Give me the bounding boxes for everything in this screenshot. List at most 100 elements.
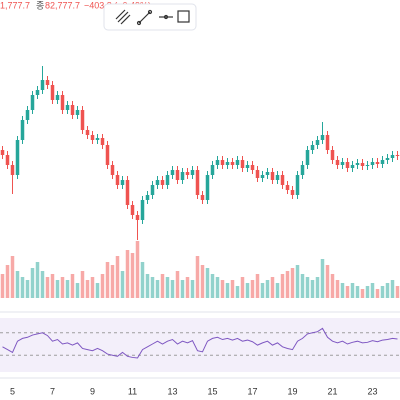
candle-body (50, 85, 55, 100)
candle-body (95, 138, 100, 140)
x-tick-label: 5 (10, 386, 15, 396)
tool-channel[interactable] (115, 9, 131, 25)
candle-body (110, 165, 115, 175)
candle-body (135, 215, 140, 220)
x-tick-label: 13 (167, 386, 177, 396)
x-tick-label: 19 (287, 386, 297, 396)
candle-body (205, 175, 210, 200)
tool-point (163, 14, 169, 20)
volume-bar (90, 277, 95, 298)
candle-body (380, 160, 385, 164)
candle-body (120, 180, 125, 185)
candle-body (340, 162, 345, 165)
candle-body (160, 180, 165, 185)
toolbar-box (103, 3, 197, 31)
volume-bar (260, 283, 265, 298)
candle-body (255, 170, 260, 178)
volume-bar (175, 271, 180, 298)
volume-bar (305, 277, 310, 298)
candle-body (190, 170, 195, 175)
candle-body (85, 130, 90, 135)
candle-body (285, 185, 290, 190)
tool-point (147, 9, 153, 15)
volume-bar (85, 280, 90, 298)
candle-body (375, 162, 380, 164)
candle-body (80, 110, 85, 130)
x-tick-label: 11 (128, 386, 137, 396)
candle-body (265, 172, 270, 175)
candle-body (360, 163, 365, 166)
volume-bar (0, 274, 5, 298)
candle-body (395, 155, 400, 156)
volume-bar (70, 274, 75, 298)
candle-body (55, 95, 60, 100)
volume-bar (115, 256, 120, 298)
indicator-line (2, 327, 398, 359)
volume-bar (170, 280, 175, 298)
candle-body (115, 175, 120, 185)
candle-body (235, 160, 240, 165)
tool-rectangle[interactable] (177, 10, 190, 23)
candle-body (240, 160, 245, 168)
volume-bar (285, 271, 290, 298)
volume-bar (125, 250, 130, 298)
volume-bar (290, 268, 295, 298)
candle-body (245, 165, 250, 168)
volume-bar (310, 280, 315, 298)
candle-body (365, 165, 370, 166)
candle-body (185, 172, 190, 175)
candle-body (70, 105, 75, 115)
volume-bar (180, 280, 185, 298)
volume-bar (135, 241, 140, 298)
volume-bar (5, 265, 10, 298)
volume-bar (335, 280, 340, 298)
candle-body (60, 95, 65, 110)
volume-bar (355, 286, 360, 298)
volume-bar (190, 280, 195, 298)
candle-body (390, 155, 395, 158)
candle-body (200, 195, 205, 200)
volume-bar (275, 283, 280, 298)
tool-trendline[interactable] (138, 11, 151, 24)
volume-bar (395, 286, 400, 298)
volume-bar (325, 265, 330, 298)
candle-body (195, 170, 200, 195)
indicator-background (0, 318, 400, 372)
volume-bar (45, 277, 50, 298)
candle-body (150, 185, 155, 195)
volume-bar (145, 274, 150, 298)
volume-bar (20, 277, 25, 298)
candle-body (45, 80, 50, 85)
candle-body (290, 190, 295, 195)
x-tick-label: 9 (90, 386, 95, 396)
volume-bar (385, 283, 390, 298)
header-value: 1,777.7 (0, 0, 30, 10)
volume-bar (230, 280, 235, 298)
volume-bar (130, 253, 135, 298)
candle-body (310, 145, 315, 150)
volume-bar (240, 277, 245, 298)
volume-bar (110, 265, 115, 298)
candle-body (225, 162, 230, 165)
volume-bar (160, 274, 165, 298)
volume-bar (315, 277, 320, 298)
volume-bar (300, 274, 305, 298)
candle-body (170, 170, 175, 175)
tool-point (136, 20, 142, 26)
volume-bar (210, 274, 215, 298)
volume-bar (195, 256, 200, 298)
volume-bar (100, 274, 105, 298)
volume-bar (345, 286, 350, 298)
volume-bar (95, 283, 100, 298)
candle-body (345, 162, 350, 168)
volume-bar (35, 262, 40, 298)
candle-body (155, 180, 160, 185)
candle-body (100, 138, 105, 145)
candle-body (15, 140, 20, 175)
volume-bar (155, 280, 160, 298)
candle-body (370, 162, 375, 165)
volume-bar (30, 268, 35, 298)
volume-bar (220, 280, 225, 298)
x-tick-label: 17 (247, 386, 257, 396)
candle-body (215, 160, 220, 165)
